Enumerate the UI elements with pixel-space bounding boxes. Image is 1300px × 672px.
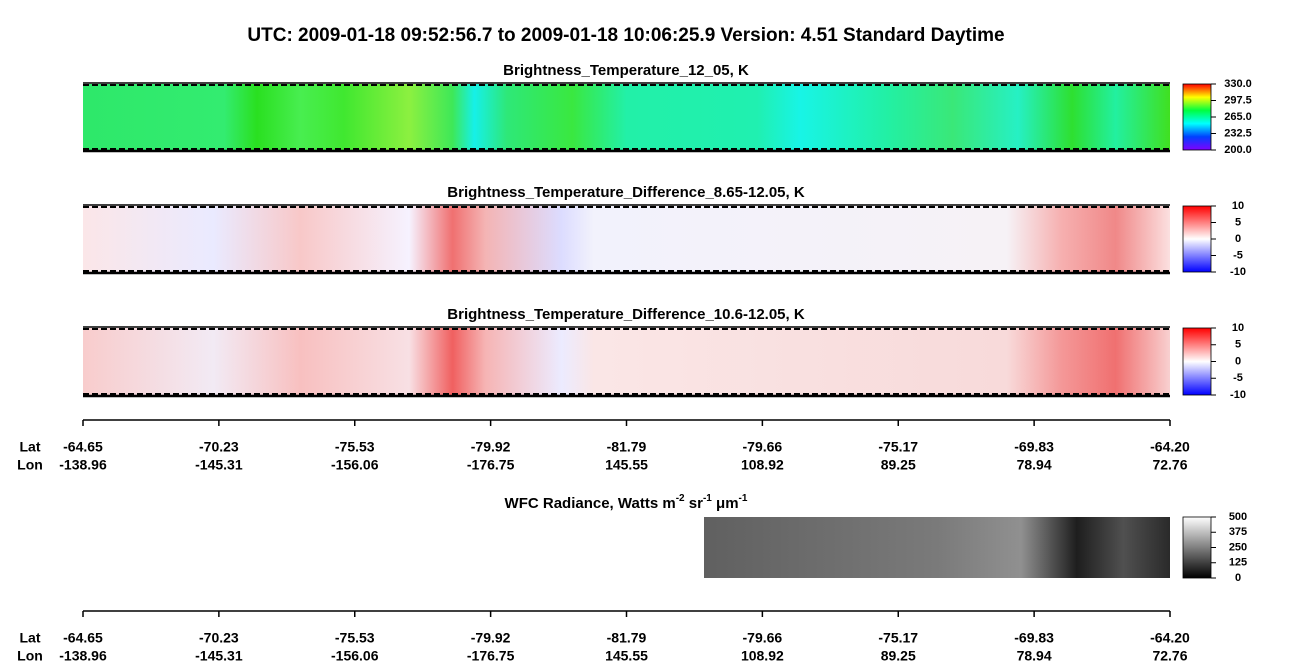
image bbox=[83, 84, 1170, 150]
lat-value: -79.92 bbox=[471, 439, 511, 455]
lat-value: -75.17 bbox=[878, 630, 918, 646]
colorbar-label: -10 bbox=[1230, 389, 1246, 401]
lon-value: -138.96 bbox=[59, 457, 107, 473]
lon-value: 145.55 bbox=[605, 648, 648, 664]
lat-value: -79.66 bbox=[743, 439, 783, 455]
panel-title: Brightness_Temperature_12_05, K bbox=[503, 62, 749, 79]
image bbox=[83, 206, 1170, 272]
image bbox=[83, 328, 1170, 395]
title-part: μm bbox=[712, 495, 739, 512]
lon-label: Lon bbox=[17, 457, 43, 473]
lon-value: -176.75 bbox=[467, 457, 515, 473]
lat-value: -64.65 bbox=[63, 630, 103, 646]
lat-value: -75.17 bbox=[878, 439, 918, 455]
colorbar-label: 297.5 bbox=[1224, 94, 1252, 106]
colorbar-label: 10 bbox=[1232, 200, 1244, 212]
title-part: sr bbox=[685, 495, 704, 512]
title-part: WFC Radiance, Watts m bbox=[505, 495, 676, 512]
panel-title: Brightness_Temperature_Difference_8.65-1… bbox=[447, 184, 805, 201]
lat-value: -70.23 bbox=[199, 630, 239, 646]
colorbar-label: 0 bbox=[1235, 233, 1241, 245]
title-part: -2 bbox=[676, 493, 685, 504]
lat-value: -70.23 bbox=[199, 439, 239, 455]
title-part: -1 bbox=[703, 493, 712, 504]
lat-value: -64.20 bbox=[1150, 439, 1190, 455]
lat-label: Lat bbox=[20, 630, 41, 646]
lat-value: -69.83 bbox=[1014, 630, 1054, 646]
colorbar-label: 5 bbox=[1235, 339, 1241, 351]
lon-value: 108.92 bbox=[741, 457, 784, 473]
lon-value: -145.31 bbox=[195, 648, 243, 664]
colorbar-label: 250 bbox=[1229, 541, 1247, 553]
colorbar-label: -5 bbox=[1233, 372, 1243, 384]
lon-value: 89.25 bbox=[881, 648, 916, 664]
lon-value: 78.94 bbox=[1017, 648, 1052, 664]
lat-value: -64.65 bbox=[63, 439, 103, 455]
colorbar-label: 200.0 bbox=[1224, 144, 1252, 156]
lon-value: -176.75 bbox=[467, 648, 515, 664]
lon-value: 72.76 bbox=[1152, 648, 1187, 664]
lat-value: -75.53 bbox=[335, 630, 375, 646]
lon-value: 108.92 bbox=[741, 648, 784, 664]
colorbar-label: 5 bbox=[1235, 216, 1241, 228]
lon-value: 89.25 bbox=[881, 457, 916, 473]
colorbar-label: 0 bbox=[1235, 572, 1241, 584]
colorbar-label: 125 bbox=[1229, 557, 1247, 569]
title-part: -1 bbox=[739, 493, 748, 504]
lon-value: 145.55 bbox=[605, 457, 648, 473]
colorbar bbox=[1182, 327, 1212, 396]
panel-title: Brightness_Temperature_Difference_10.6-1… bbox=[447, 306, 805, 323]
lon-value: -138.96 bbox=[59, 648, 107, 664]
colorbar-label: 0 bbox=[1235, 355, 1241, 367]
panel-title: WFC Radiance, Watts m-2 sr-1 μm-1 bbox=[505, 493, 748, 512]
lat-value: -79.66 bbox=[743, 630, 783, 646]
lon-value: 78.94 bbox=[1017, 457, 1052, 473]
colorbar-label: 265.0 bbox=[1224, 111, 1252, 123]
lat-value: -69.83 bbox=[1014, 439, 1054, 455]
lat-value: -81.79 bbox=[607, 439, 647, 455]
colorbar-label: 500 bbox=[1229, 511, 1247, 523]
colorbar-label: -10 bbox=[1230, 266, 1246, 278]
colorbar-label: 10 bbox=[1232, 322, 1244, 334]
colorbar-label: 330.0 bbox=[1224, 78, 1252, 90]
lat-value: -75.53 bbox=[335, 439, 375, 455]
lon-value: -145.31 bbox=[195, 457, 243, 473]
colorbar-label: 375 bbox=[1229, 526, 1247, 538]
colorbar bbox=[1182, 83, 1212, 151]
lat-value: -64.20 bbox=[1150, 630, 1190, 646]
lat-value: -79.92 bbox=[471, 630, 511, 646]
lon-value: -156.06 bbox=[331, 648, 379, 664]
lon-value: -156.06 bbox=[331, 457, 379, 473]
colorbar-label: -5 bbox=[1233, 249, 1243, 261]
colorbar-label: 232.5 bbox=[1224, 127, 1252, 139]
lon-label: Lon bbox=[17, 648, 43, 664]
image bbox=[704, 517, 1170, 578]
colorbar bbox=[1182, 205, 1212, 273]
colorbar bbox=[1182, 516, 1212, 579]
lon-value: 72.76 bbox=[1152, 457, 1187, 473]
lat-label: Lat bbox=[20, 439, 41, 455]
title: UTC: 2009-01-18 09:52:56.7 to 2009-01-18… bbox=[247, 25, 1004, 46]
lat-value: -81.79 bbox=[607, 630, 647, 646]
